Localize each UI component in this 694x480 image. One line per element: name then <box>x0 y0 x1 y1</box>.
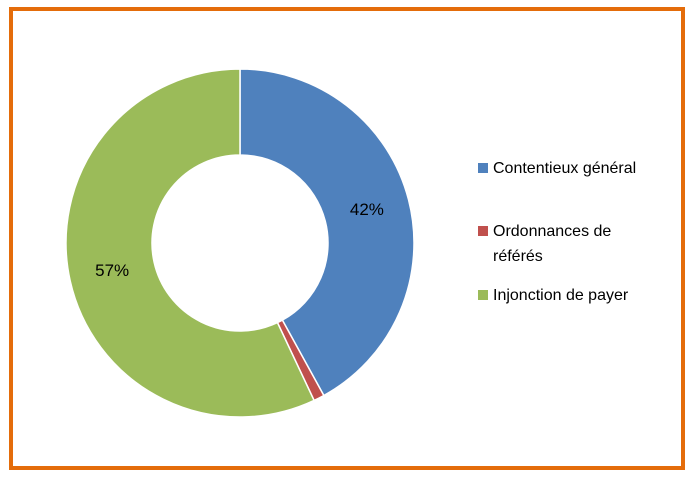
legend-swatch <box>478 290 488 300</box>
legend-swatch <box>478 163 488 173</box>
legend-item: Ordonnances de référés <box>478 219 653 269</box>
legend-label: Injonction de payer <box>493 287 629 304</box>
legend-label: Contentieux général <box>493 160 637 177</box>
legend-item: Injonction de payer <box>478 283 653 308</box>
data-label: 57% <box>95 261 129 280</box>
legend-label: Ordonnances de référés <box>493 223 612 265</box>
data-label: 42% <box>350 200 384 219</box>
donut-segment <box>239 68 415 397</box>
chart-border <box>9 7 685 470</box>
legend-swatch <box>478 226 488 236</box>
donut-segment <box>65 68 316 418</box>
legend-item: Contentieux général <box>478 156 653 181</box>
